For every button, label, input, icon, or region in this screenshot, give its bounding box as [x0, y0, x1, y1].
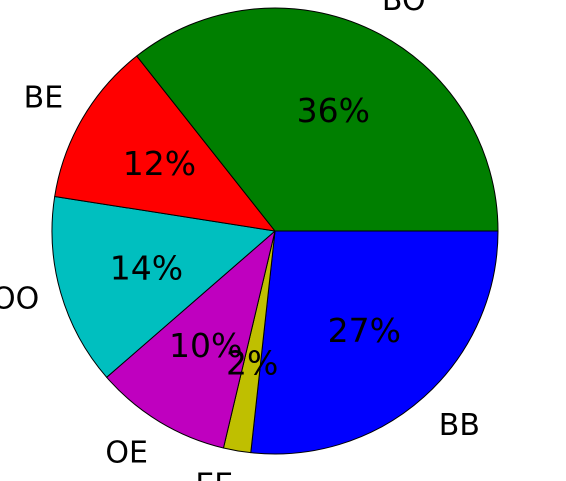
pie-slices [51, 7, 499, 455]
percent-labels: 27% 2%10% 14% 12% 36% [110, 91, 401, 382]
category-label-bb: BB [439, 408, 480, 443]
percent-label-bb: 27% [328, 311, 401, 350]
category-label-ee: EE [195, 467, 233, 481]
pie-slice-be [54, 55, 276, 232]
percent-label-ee: 2% [226, 343, 278, 382]
pie-slice-oe [106, 230, 276, 449]
percent-label-bo: 36% [297, 91, 370, 130]
pie-slice-bb [250, 230, 499, 455]
percent-label-oe: 10% [169, 326, 242, 365]
category-labels: BB EE OE OO BE BO [0, 0, 480, 481]
category-label-oo: OO [0, 281, 39, 316]
percent-label-oo: 14% [110, 248, 183, 287]
pie-slice-oo [51, 195, 276, 378]
percent-label-be: 12% [123, 144, 196, 183]
category-label-bo: BO [382, 0, 426, 18]
category-label-oe: OE [105, 435, 148, 470]
pie-slice-bo [136, 7, 499, 232]
category-label-be: BE [24, 80, 64, 115]
